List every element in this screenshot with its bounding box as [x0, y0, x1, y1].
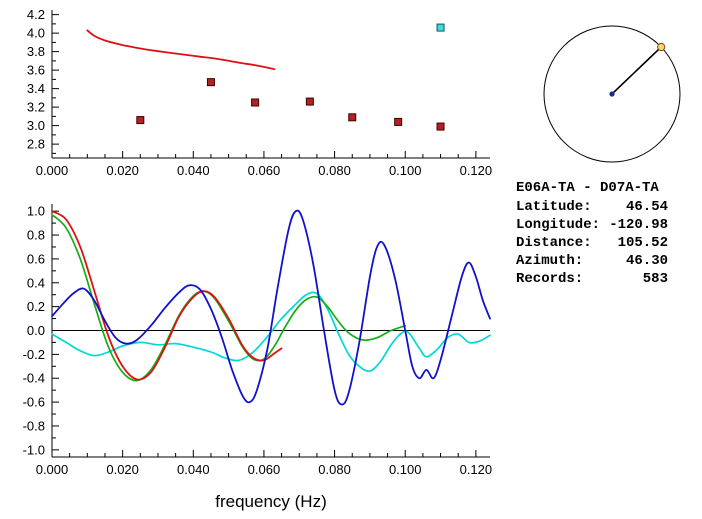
station-info-panel: E06A-TA - D07A-TA Latitude: 46.54 Longit… — [516, 179, 668, 288]
velocity-pick-square — [394, 117, 403, 126]
y-tick-label: 0.4 — [27, 275, 45, 290]
x-tick-label: 0.000 — [36, 163, 69, 178]
y-tick-label: 0.8 — [27, 228, 45, 243]
velocity-pick-square — [436, 122, 445, 131]
axes — [51, 10, 490, 159]
velocity-pick-square — [348, 113, 357, 122]
y-tick-label: 3.4 — [27, 81, 45, 96]
y-tick-label: 0.0 — [27, 323, 45, 338]
velocity-dispersion-curve — [86, 29, 276, 71]
azimuth-marker — [657, 42, 666, 52]
x-tick-label: 0.040 — [177, 462, 210, 477]
distance-label: Distance: — [516, 235, 592, 251]
records-label: Records: — [516, 271, 584, 287]
azimuth-label: Azimuth: — [516, 253, 584, 269]
y-tick-label: 0.6 — [27, 251, 45, 266]
y-tick-label: 0.2 — [27, 299, 45, 314]
x-axis-title: frequency (Hz) — [215, 492, 326, 511]
x-tick-label: 0.120 — [460, 462, 493, 477]
highlighted-pick-square — [436, 23, 445, 32]
dispersion-plot: 0.000 0.020 0.040 0.060 0.080 0.100 0.120 2.8 3.… — [27, 7, 493, 178]
info-row-azimuth: Azimuth: 46.30 — [516, 252, 668, 270]
y-tick-label: 2.8 — [27, 137, 45, 152]
y-tick-label: -0.2 — [23, 347, 45, 362]
info-row-latitude: Latitude: 46.54 — [516, 198, 668, 216]
velocity-pick-square — [305, 97, 314, 106]
station-pair-title: E06A-TA - D07A-TA — [516, 180, 659, 196]
latitude-value: 46.54 — [625, 199, 668, 215]
info-row-records: Records: 583 — [516, 270, 668, 288]
latitude-label: Latitude: — [516, 199, 592, 215]
info-row-distance: Distance: 105.52 — [516, 234, 668, 252]
compass-circle — [543, 25, 681, 163]
azimuth-value: 46.30 — [625, 253, 668, 269]
x-tick-label: 0.080 — [318, 163, 351, 178]
longitude-value: -120.98 — [609, 217, 668, 233]
y-tick-label: -0.8 — [23, 418, 45, 433]
x-tick-label: 0.040 — [177, 163, 210, 178]
longitude-label: Longitude: — [516, 217, 601, 233]
x-tick-label: 0.060 — [248, 462, 281, 477]
x-tick-label: 0.060 — [248, 163, 281, 178]
x-tick-label: 0.020 — [106, 163, 139, 178]
spectrum-series-cyan — [51, 291, 491, 373]
station-dot — [609, 91, 615, 97]
velocity-pick-square — [136, 116, 145, 125]
spectrum-series-red — [51, 210, 283, 381]
x-tick-label: 0.000 — [36, 462, 69, 477]
y-tick-label: 4.2 — [27, 7, 45, 22]
velocity-pick-square — [251, 98, 260, 107]
spectrum-plot: 0.000 0.020 0.040 0.060 0.080 0.100 0.120 -1.0 -… — [23, 204, 493, 511]
y-tick-label: 4.0 — [27, 26, 45, 41]
y-tick-label: 1.0 — [27, 204, 45, 219]
y-tick-label: 3.8 — [27, 44, 45, 59]
x-tick-label: 0.080 — [318, 462, 351, 477]
x-tick-label: 0.100 — [389, 163, 422, 178]
azimuth-line — [611, 46, 662, 95]
y-tick-label: 3.6 — [27, 63, 45, 78]
velocity-pick-square — [206, 78, 215, 87]
azimuth-compass — [543, 25, 681, 163]
y-tick-label: -0.6 — [23, 395, 45, 410]
distance-value: 105.52 — [617, 235, 668, 251]
x-tick-label: 0.020 — [106, 462, 139, 477]
y-tick-label: -0.4 — [23, 371, 45, 386]
x-tick-label: 0.120 — [460, 163, 493, 178]
x-tick-label: 0.100 — [389, 462, 422, 477]
y-tick-label: 3.2 — [27, 100, 45, 115]
y-tick-label: -1.0 — [23, 442, 45, 457]
y-tick-label: 3.0 — [27, 118, 45, 133]
info-row-longitude: Longitude: -120.98 — [516, 216, 668, 234]
spectrum-series-blue — [51, 209, 491, 406]
spectrum-series-green — [51, 213, 407, 382]
records-value: 583 — [642, 271, 668, 287]
